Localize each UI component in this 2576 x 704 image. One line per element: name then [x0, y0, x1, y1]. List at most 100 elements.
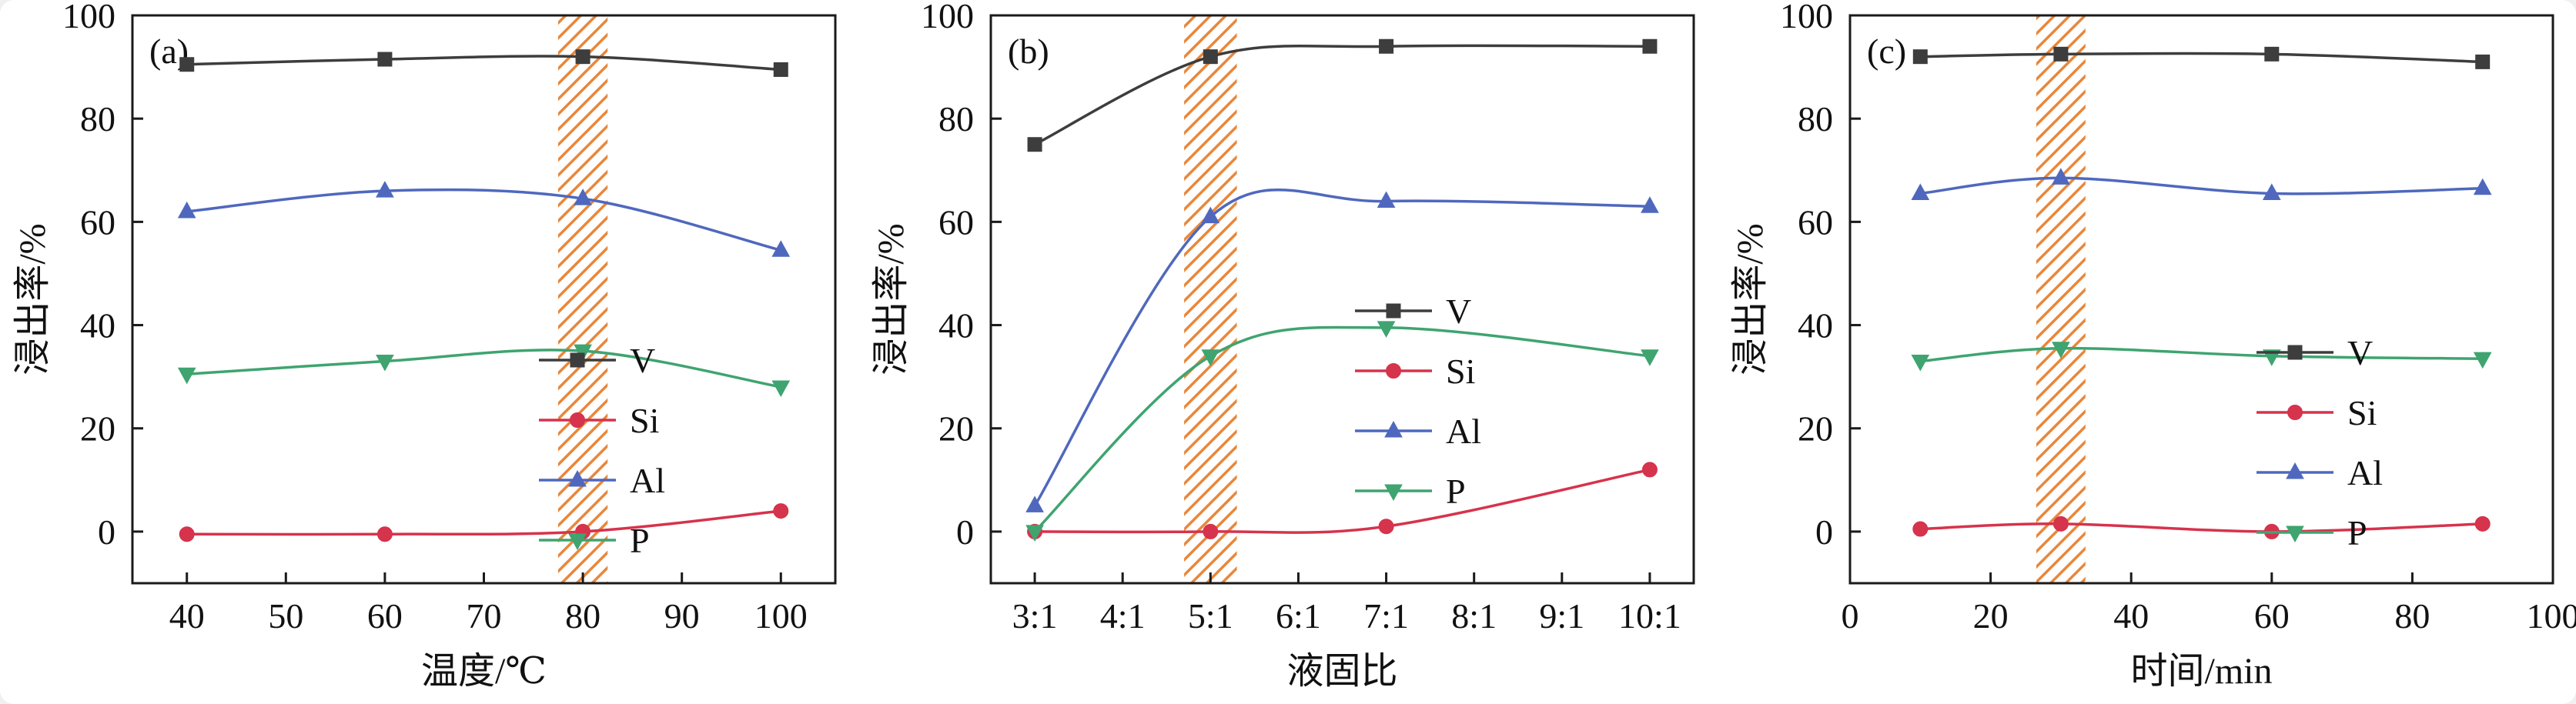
V-marker [377, 52, 393, 67]
P-marker [1025, 525, 1045, 542]
series-markers-Al [1911, 168, 2492, 200]
Si-marker [376, 526, 393, 542]
P-marker [2262, 349, 2281, 366]
V-marker [2053, 46, 2069, 62]
x-tick-label: 40 [169, 596, 205, 636]
x-tick-label: 80 [565, 596, 601, 636]
legend: V Si Al P [1355, 292, 1481, 511]
Al-marker [574, 189, 592, 205]
legend-marker-V [1386, 303, 1401, 319]
legend-marker-Al [1384, 420, 1403, 438]
legend-marker-Si [570, 412, 585, 428]
Si-marker [1378, 519, 1394, 535]
y-axis-label: 浸出率/% [871, 223, 912, 375]
legend-label-P: P [1446, 472, 1466, 511]
y-tick-label: 60 [1798, 202, 1833, 242]
Si-marker [179, 526, 195, 542]
legend-label-V: V [1446, 292, 1471, 331]
P-marker [1377, 321, 1396, 338]
legend-marker-P [2285, 525, 2304, 543]
axes: 40 50 60 70 80 90 100 0 20 40 60 80 100 [62, 0, 808, 636]
Al-marker [2262, 183, 2281, 200]
legend-marker-V [2287, 345, 2303, 360]
legend: V Si Al P [2256, 333, 2383, 552]
legend-marker-P [1384, 484, 1403, 502]
y-axis-label: 浸出率/% [1730, 223, 1771, 375]
V-marker [2263, 46, 2279, 62]
Si-marker [2052, 515, 2069, 532]
Si-marker [2474, 515, 2491, 532]
V-marker [1912, 49, 1928, 65]
x-tick-label: 10:1 [1618, 596, 1681, 636]
y-tick-label: 40 [1798, 306, 1833, 345]
chart-panel-a: 40 50 60 70 80 90 100 0 20 40 60 80 100 温度/℃ 浸出率/% (a) V… [0, 0, 858, 704]
x-tick-label: 8:1 [1452, 596, 1497, 636]
series-markers-V [179, 49, 788, 77]
Al-marker [177, 201, 196, 219]
series-markers-Al [177, 181, 791, 257]
y-tick-label: 20 [80, 409, 115, 449]
legend-label-Al: Al [2347, 453, 2383, 492]
x-tick-label: 6:1 [1276, 596, 1321, 636]
y-tick-label: 0 [956, 512, 974, 552]
chart-panel-c: 0 20 40 60 80 100 0 20 40 60 80 100 时间/min 浸出率/% (c) V S… [1718, 0, 2576, 704]
plot-frame [989, 14, 1695, 585]
Al-marker [1201, 206, 1220, 224]
x-tick-label: 80 [2394, 596, 2430, 636]
Al-marker [1641, 196, 1660, 213]
x-tick-label: 0 [1841, 596, 1858, 636]
y-tick-label: 40 [80, 306, 115, 345]
V-marker [1379, 38, 1394, 54]
series-line-P [185, 349, 783, 389]
V-marker [773, 62, 788, 77]
y-tick-label: 80 [80, 99, 115, 138]
series-line-Si [1919, 522, 2484, 533]
series-line-V [1919, 52, 2484, 64]
x-tick-label: 70 [467, 596, 502, 636]
series-markers-P [1911, 342, 2492, 372]
x-tick-label: 7:1 [1364, 596, 1410, 636]
y-tick-label: 60 [938, 202, 974, 242]
Al-marker [1911, 183, 1929, 200]
chart-panel-b: 3:1 4:1 5:1 6:1 7:1 8:1 9:1 10:1 0 20 40 60 80 100 液固比… [858, 0, 1717, 704]
legend-label-Si: Si [2347, 393, 2377, 432]
P-marker [2051, 342, 2070, 359]
x-tick-label: 5:1 [1188, 596, 1233, 636]
y-tick-label: 0 [1815, 512, 1833, 552]
plot-frame [131, 14, 837, 585]
Si-marker [1203, 523, 1219, 539]
series-markers-Si [179, 503, 789, 542]
x-axis-label: 液固比 [1287, 651, 1398, 692]
x-tick-label: 4:1 [1100, 596, 1146, 636]
legend-label-V: V [2347, 333, 2373, 372]
series-line-V [1033, 44, 1652, 146]
Al-marker [1377, 191, 1396, 209]
y-tick-label: 100 [921, 0, 974, 35]
x-tick-label: 60 [2253, 596, 2289, 636]
highlight-band [2036, 15, 2086, 583]
x-tick-label: 20 [1972, 596, 2008, 636]
chart-b-svg: 3:1 4:1 5:1 6:1 7:1 8:1 9:1 10:1 0 20 40 60 80 100 液固比… [871, 0, 1695, 692]
Si-marker [773, 503, 789, 519]
series-line-Si [185, 509, 783, 536]
series-markers-P [177, 344, 791, 398]
x-tick-label: 9:1 [1540, 596, 1585, 636]
x-axis-label: 温度/℃ [421, 651, 547, 692]
V-marker [1642, 38, 1658, 54]
y-tick-label: 20 [1798, 409, 1833, 449]
legend-label-Si: Si [630, 401, 659, 440]
series-markers-Si [1912, 515, 2491, 539]
series-markers-V [1027, 38, 1658, 152]
series-markers-V [1912, 46, 2490, 69]
y-tick-label: 100 [62, 0, 115, 35]
x-tick-label: 100 [754, 596, 808, 636]
y-tick-label: 60 [80, 202, 115, 242]
Si-marker [1912, 521, 1928, 537]
x-tick-label: 100 [2526, 596, 2576, 636]
legend-marker-V [570, 352, 585, 368]
series-markers-Si [1027, 462, 1658, 539]
P-marker [1911, 355, 1929, 372]
legend-marker-P [568, 533, 587, 551]
Al-marker [2473, 178, 2492, 195]
